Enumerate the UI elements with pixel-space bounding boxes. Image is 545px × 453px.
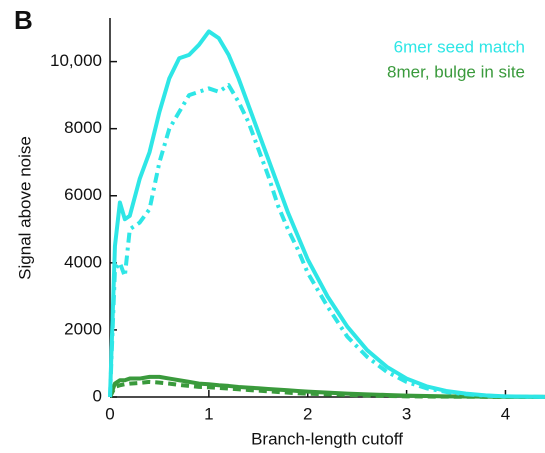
y-tick-label: 10,000	[50, 51, 102, 70]
series-line-dashed	[108, 83, 545, 399]
y-axis-label: Signal above noise	[15, 136, 34, 280]
y-tick-label: 6000	[64, 185, 102, 204]
legend-label: 6mer seed match	[394, 37, 525, 56]
series-line	[108, 29, 545, 399]
panel-label: B	[14, 5, 33, 35]
x-tick-label: 0	[105, 404, 114, 423]
x-tick-label: 3	[402, 404, 411, 423]
y-tick-label: 8000	[64, 118, 102, 137]
y-tick-label: 0	[93, 386, 102, 405]
x-tick-label: 2	[303, 404, 312, 423]
x-tick-label: 4	[501, 404, 510, 423]
legend-label: 8mer, bulge in site	[387, 62, 525, 81]
series-line-dashed	[108, 379, 545, 399]
y-tick-label: 2000	[64, 319, 102, 338]
x-tick-label: 1	[204, 404, 213, 423]
x-axis-label: Branch-length cutoff	[251, 429, 403, 448]
y-tick-label: 4000	[64, 252, 102, 271]
